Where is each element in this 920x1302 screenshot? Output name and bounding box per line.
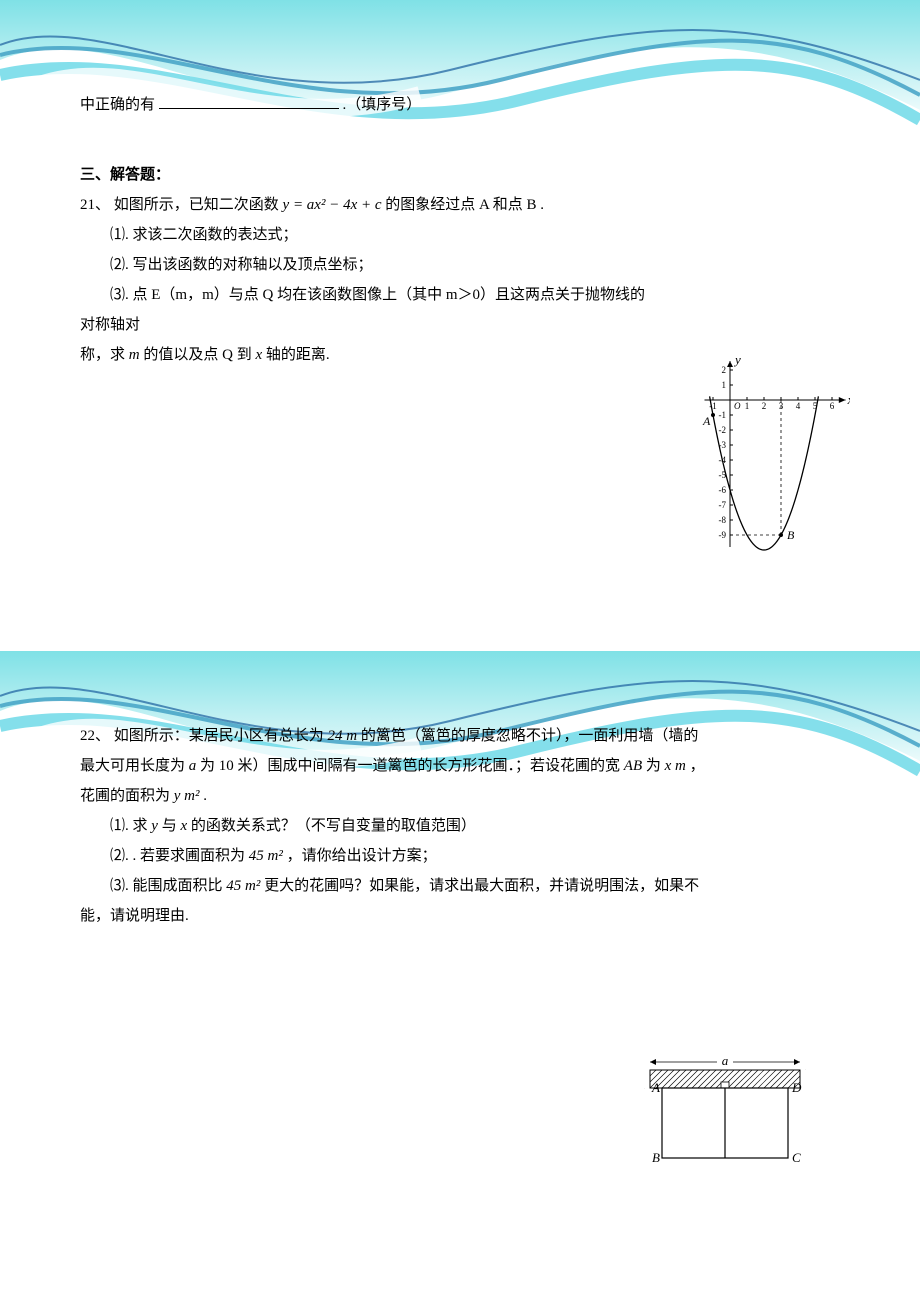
q21-intro-pre: 如图所示，已知二次函数: [114, 197, 283, 213]
svg-text:1: 1: [722, 380, 727, 390]
page-1-content: 中正确的有 .（填序号） 三、解答题： 21、 如图所示，已知二次函数 y = …: [0, 0, 920, 390]
q22-p1-x: x: [180, 818, 187, 834]
q22-l2-mid: 为 10 米）围成中间隔有一道篱笆的长方形花圃．；若设花圃的宽: [200, 758, 624, 774]
q22-p2-pre: ⑵. . 若要求圃面积为: [110, 848, 249, 864]
svg-text:6: 6: [830, 401, 835, 411]
svg-text:2: 2: [722, 365, 727, 375]
q22-24m: 24 m: [328, 728, 358, 744]
svg-text:x: x: [847, 392, 850, 407]
svg-text:-6: -6: [719, 485, 727, 495]
q22-l2-post: ，: [690, 758, 705, 774]
tail-suffix: .（填序号）: [343, 97, 422, 113]
q22-p2-post: ，请你给出设计方案；: [287, 848, 437, 864]
q22-p3-l1: ⑶. 能围成面积比 45 m² 更大的花圃吗？如果能，请求出最大面积，并请说明围…: [80, 871, 840, 901]
q22-p3-post: 更大的花圃吗？如果能，请求出最大面积，并请说明围法，如果不: [264, 878, 699, 894]
q21-p3-l2-m: m: [129, 347, 140, 363]
parabola-chart: -112345621-1-2-3-4-5-6-7-8-9OxyAB: [675, 350, 850, 560]
q22-p2-area: 45 m²: [249, 848, 283, 864]
q22-p1-y: y: [151, 818, 158, 834]
q22-line2: 最大可用长度为 a 为 10 米）围成中间隔有一道篱笆的长方形花圃．；若设花圃的…: [80, 751, 840, 781]
svg-text:2: 2: [762, 401, 767, 411]
q21-p3-l2-x: x: [255, 347, 262, 363]
page-1: 中正确的有 .（填序号） 三、解答题： 21、 如图所示，已知二次函数 y = …: [0, 0, 920, 651]
svg-text:a: a: [722, 1053, 729, 1068]
q22-ym2: y m²: [174, 788, 200, 804]
q21-formula: y = ax² − 4x + c: [283, 197, 382, 213]
q22-number: 22、: [80, 728, 110, 744]
q22-line3: 花圃的面积为 y m² .: [80, 781, 840, 811]
svg-text:D: D: [791, 1080, 802, 1095]
q21-p3-l2-pre: 称，求: [80, 347, 129, 363]
svg-text:-2: -2: [719, 425, 727, 435]
svg-text:y: y: [733, 352, 741, 367]
q21-p3: ⑶. 点 E（m，m）与点 Q 均在该函数图像上（其中 m＞0）且这两点关于抛物…: [80, 280, 650, 340]
q22-block: 22、 如图所示：某居民小区有总长为 24 m 的篱笆（篱笆的厚度忽略不计），一…: [80, 721, 840, 931]
svg-text:4: 4: [796, 401, 801, 411]
fence-diagram: a A D B C: [640, 1052, 810, 1167]
svg-text:A: A: [702, 414, 711, 428]
q22-l1-pre: 如图所示：某居民小区有总长为: [114, 728, 328, 744]
q22-l2-mid2: 为: [646, 758, 665, 774]
q22-l2-pre: 最大可用长度为: [80, 758, 189, 774]
q21-block: 21、 如图所示，已知二次函数 y = ax² − 4x + c 的图象经过点 …: [80, 190, 840, 340]
q22-p3-l2: 能，请说明理由.: [80, 901, 840, 931]
q21-p3-l1: ⑶. 点 E（m，m）与点 Q 均在该函数图像上（其中 m＞0）且这两点关于抛物…: [80, 280, 650, 340]
q21-intro-post: 的图象经过点 A 和点 B .: [385, 197, 544, 213]
svg-text:B: B: [787, 528, 795, 542]
svg-text:O: O: [734, 401, 741, 411]
fill-blank[interactable]: [159, 92, 339, 110]
q21-number: 21、: [80, 197, 110, 213]
q22-p3-pre: ⑶. 能围成面积比: [110, 878, 226, 894]
svg-text:B: B: [652, 1150, 660, 1165]
q22-p1-pre: ⑴. 求: [110, 818, 151, 834]
q21-p3-l2-mid: 的值以及点 Q 到: [143, 347, 255, 363]
svg-text:-8: -8: [719, 515, 727, 525]
page-2-content: 22、 如图所示：某居民小区有总长为 24 m 的篱笆（篱笆的厚度忽略不计），一…: [0, 651, 920, 951]
q22-l3-post: .: [203, 788, 207, 804]
svg-text:A: A: [651, 1080, 660, 1095]
svg-text:C: C: [792, 1150, 801, 1165]
q21-p1: ⑴. 求该二次函数的表达式；: [80, 220, 650, 250]
q22-p1: ⑴. 求 y 与 x 的函数关系式？（不写自变量的取值范围）: [80, 811, 840, 841]
q21-p3-l2-post: 轴的距离.: [266, 347, 330, 363]
q22-l3-pre: 花圃的面积为: [80, 788, 174, 804]
q22-p3-area: 45 m²: [226, 878, 260, 894]
q21-p2: ⑵. 写出该函数的对称轴以及顶点坐标；: [80, 250, 650, 280]
q22-p1-mid: 与: [162, 818, 181, 834]
q22-p2: ⑵. . 若要求圃面积为 45 m² ，请你给出设计方案；: [80, 841, 840, 871]
q22-p1-post: 的函数关系式？（不写自变量的取值范围）: [191, 818, 476, 834]
q22-xm: x m: [665, 758, 686, 774]
q21-intro: 21、 如图所示，已知二次函数 y = ax² − 4x + c 的图象经过点 …: [80, 190, 650, 220]
tail-prefix: 中正确的有: [80, 97, 159, 113]
page-2: 22、 如图所示：某居民小区有总长为 24 m 的篱笆（篱笆的厚度忽略不计），一…: [0, 651, 920, 1302]
q22-line1: 22、 如图所示：某居民小区有总长为 24 m 的篱笆（篱笆的厚度忽略不计），一…: [80, 721, 840, 751]
q22-a: a: [189, 758, 197, 774]
svg-text:-7: -7: [719, 500, 727, 510]
previous-question-tail: 中正确的有 .（填序号）: [80, 90, 840, 120]
q22-l1-post: 的篱笆（篱笆的厚度忽略不计），一面利用墙（墙的: [361, 728, 699, 744]
svg-text:-1: -1: [719, 410, 727, 420]
section-3-title: 三、解答题：: [80, 160, 840, 190]
svg-text:1: 1: [745, 401, 750, 411]
spacer: [80, 120, 840, 150]
q22-AB: AB: [624, 758, 642, 774]
svg-text:-9: -9: [719, 530, 727, 540]
